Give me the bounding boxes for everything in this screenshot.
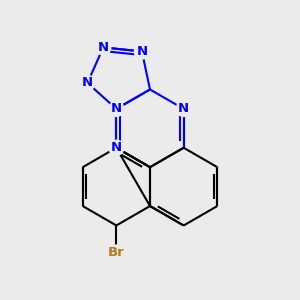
Text: Br: Br: [108, 246, 125, 259]
Text: N: N: [111, 102, 122, 116]
Circle shape: [109, 140, 124, 155]
Circle shape: [176, 101, 191, 116]
Circle shape: [134, 44, 149, 59]
Circle shape: [96, 40, 111, 55]
Text: N: N: [98, 41, 109, 54]
Text: N: N: [111, 141, 122, 154]
Circle shape: [109, 101, 124, 116]
Text: N: N: [82, 76, 93, 89]
Circle shape: [80, 75, 95, 90]
Text: N: N: [178, 102, 189, 116]
Circle shape: [109, 245, 124, 260]
Text: N: N: [136, 45, 148, 58]
